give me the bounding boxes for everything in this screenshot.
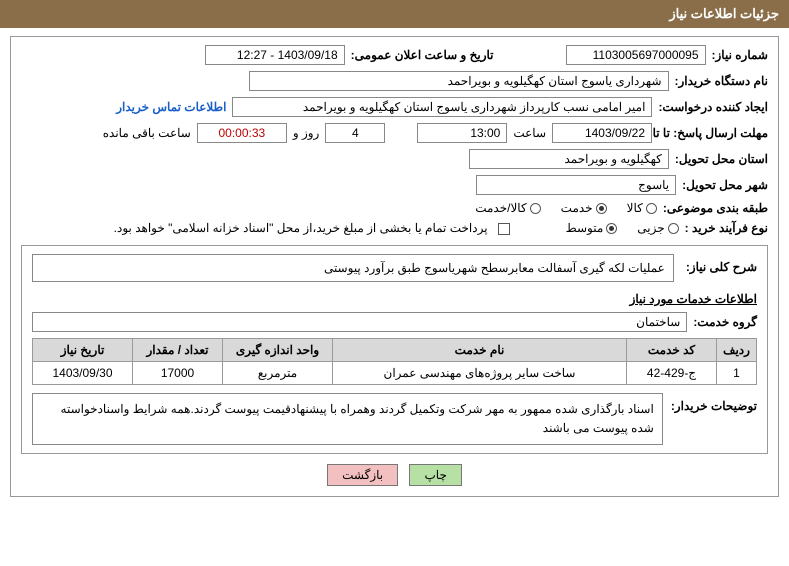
table-header-row: ردیف کد خدمت نام خدمت واحد اندازه گیری ت… bbox=[33, 339, 757, 362]
th-qty: تعداد / مقدار bbox=[133, 339, 223, 362]
print-button[interactable]: چاپ bbox=[409, 464, 461, 486]
cell-date: 1403/09/30 bbox=[33, 362, 133, 385]
service-group-value: ساختمان bbox=[32, 312, 687, 332]
page-header: جزئیات اطلاعات نیاز bbox=[0, 0, 789, 28]
cell-qty: 17000 bbox=[133, 362, 223, 385]
table-row: 1 ج-429-42 ساخت سایر پروژه‌های مهندسی عم… bbox=[33, 362, 757, 385]
radio-goods-service[interactable]: کالا/خدمت bbox=[475, 201, 540, 215]
buyer-org-value: شهرداری یاسوج استان کهگیلویه و بویراحمد bbox=[249, 71, 669, 91]
province-label: استان محل تحویل: bbox=[675, 152, 768, 166]
treasury-checkbox[interactable] bbox=[494, 221, 510, 235]
deadline-time: 13:00 bbox=[417, 123, 507, 143]
deadline-days-suffix: روز و bbox=[293, 126, 320, 140]
service-group-label: گروه خدمت: bbox=[693, 315, 757, 329]
category-label: طبقه بندی موضوعی: bbox=[663, 201, 768, 215]
general-desc-value: عملیات لکه گیری آسفالت معابرسطح شهریاسوج… bbox=[32, 254, 674, 282]
deadline-days: 4 bbox=[325, 123, 385, 143]
process-type-label: نوع فرآیند خرید : bbox=[685, 221, 768, 235]
buyer-notes-label: توضیحات خریدار: bbox=[671, 393, 757, 413]
services-table: ردیف کد خدمت نام خدمت واحد اندازه گیری ت… bbox=[32, 338, 757, 385]
deadline-remaining-label: ساعت باقی مانده bbox=[103, 126, 191, 140]
requester-value: امیر امامی نسب کارپرداز شهرداری یاسوج اس… bbox=[232, 97, 652, 117]
main-panel: شماره نیاز: 1103005697000095 تاریخ و ساع… bbox=[10, 36, 779, 497]
deadline-date: 1403/09/22 bbox=[552, 123, 652, 143]
services-panel: شرح کلی نیاز: عملیات لکه گیری آسفالت معا… bbox=[21, 245, 768, 454]
th-row: ردیف bbox=[717, 339, 757, 362]
page-title: جزئیات اطلاعات نیاز bbox=[669, 6, 779, 21]
cell-code: ج-429-42 bbox=[627, 362, 717, 385]
radio-medium[interactable]: متوسط bbox=[566, 221, 618, 235]
need-number-label: شماره نیاز: bbox=[712, 48, 768, 62]
th-code: کد خدمت bbox=[627, 339, 717, 362]
radio-goods[interactable]: کالا bbox=[627, 201, 657, 215]
general-desc-label: شرح کلی نیاز: bbox=[686, 254, 757, 274]
back-button[interactable]: بازگشت bbox=[327, 464, 398, 486]
th-unit: واحد اندازه گیری bbox=[223, 339, 333, 362]
cell-name: ساخت سایر پروژه‌های مهندسی عمران bbox=[333, 362, 627, 385]
services-info-title: اطلاعات خدمات مورد نیاز bbox=[32, 292, 757, 306]
announce-label: تاریخ و ساعت اعلان عمومی: bbox=[351, 48, 494, 62]
buyer-org-label: نام دستگاه خریدار: bbox=[675, 74, 769, 88]
deadline-countdown: 00:00:33 bbox=[197, 123, 287, 143]
deadline-time-label: ساعت bbox=[513, 126, 546, 140]
city-label: شهر محل تحویل: bbox=[682, 178, 768, 192]
radio-small[interactable]: جزیی bbox=[637, 221, 678, 235]
province-value: کهگیلویه و بویراحمد bbox=[469, 149, 669, 169]
th-name: نام خدمت bbox=[333, 339, 627, 362]
buyer-contact-link[interactable]: اطلاعات تماس خریدار bbox=[116, 100, 226, 114]
buyer-notes-value: اسناد بارگذاری شده ممهور به مهر شرکت وتک… bbox=[32, 393, 663, 445]
city-value: یاسوج bbox=[476, 175, 676, 195]
requester-label: ایجاد کننده درخواست: bbox=[658, 100, 768, 114]
radio-service[interactable]: خدمت bbox=[561, 201, 607, 215]
announce-value: 1403/09/18 - 12:27 bbox=[205, 45, 345, 65]
cell-row: 1 bbox=[717, 362, 757, 385]
deadline-label: مهلت ارسال پاسخ: تا تاریخ: bbox=[658, 126, 768, 140]
th-date: تاریخ نیاز bbox=[33, 339, 133, 362]
treasury-note: پرداخت تمام یا بخشی از مبلغ خرید،از محل … bbox=[114, 221, 488, 235]
need-number-value: 1103005697000095 bbox=[566, 45, 706, 65]
cell-unit: مترمربع bbox=[223, 362, 333, 385]
